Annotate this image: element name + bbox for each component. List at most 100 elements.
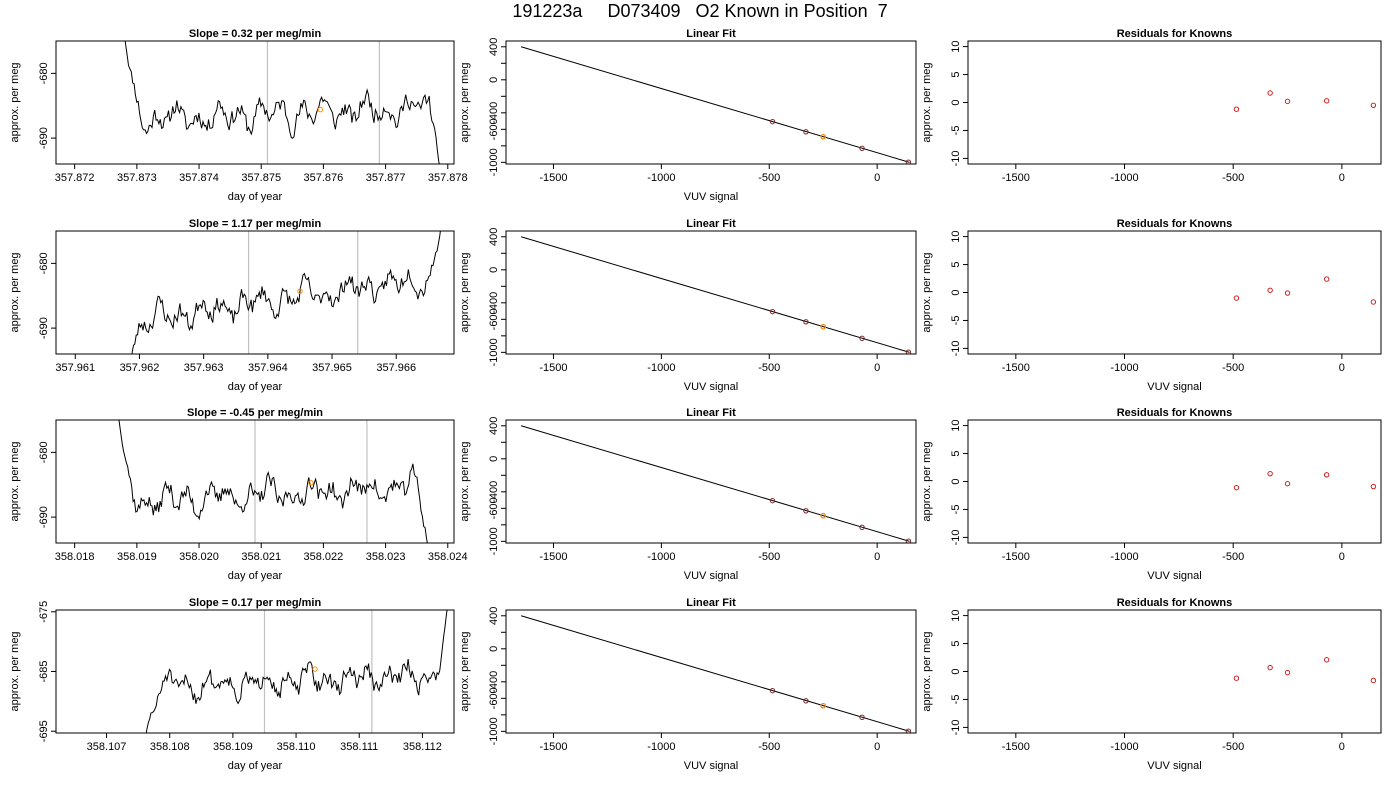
y-tick-label: 10 xyxy=(950,230,962,242)
data-point xyxy=(1233,295,1240,301)
x-tick-label: -1000 xyxy=(1110,741,1138,753)
y-tick-label: -680 xyxy=(38,62,50,84)
x-tick-label: -1500 xyxy=(539,551,567,563)
panel-1-1: Slope = 0.32 per meg/min 357.872 357.873 35… xyxy=(9,28,468,203)
data-point xyxy=(859,145,865,152)
panel-1-3: Residuals for Knowns -1500 -1000 -500 0 -10 -5… xyxy=(921,28,1382,184)
panel-title: Linear Fit xyxy=(686,597,736,609)
x-tick-label: -1500 xyxy=(1002,172,1030,184)
data-point xyxy=(1233,675,1240,681)
y-tick-label: 0 xyxy=(488,267,500,273)
y-tick-label: 0 xyxy=(488,77,500,83)
page-title: 191223a D073409 O2 Known in Position 7 xyxy=(512,1,888,21)
x-tick-label: -1500 xyxy=(539,362,567,374)
plot-frame xyxy=(505,609,917,734)
highlight-point xyxy=(312,666,318,672)
data-point xyxy=(1370,102,1377,108)
y-tick-label: 400 xyxy=(488,417,500,435)
x-axis-label: VUV signal xyxy=(1147,570,1201,582)
x-tick-label: -500 xyxy=(758,741,780,753)
data-point xyxy=(1370,299,1377,305)
data-point xyxy=(1267,287,1273,293)
panel-title: Residuals for Knowns xyxy=(1117,218,1233,230)
x-tick-label: 0 xyxy=(1339,172,1345,184)
data-point xyxy=(803,508,809,514)
x-tick-label: -1500 xyxy=(1002,741,1030,753)
data-point xyxy=(859,335,865,342)
data-point xyxy=(905,159,912,164)
panel-1-2: Linear Fit -1500 -1000 -500 0 -1000 -600-400 0 4… xyxy=(459,28,917,203)
highlight-point xyxy=(297,288,303,294)
x-tick-label: 0 xyxy=(1339,551,1345,563)
plot-frame xyxy=(55,230,455,355)
x-axis-label: day of year xyxy=(228,760,283,772)
x-tick-label: -1000 xyxy=(1110,551,1138,563)
x-tick-label: 358.020 xyxy=(179,551,219,563)
plot-frame xyxy=(967,419,1382,544)
x-tick-label: 357.872 xyxy=(55,172,95,184)
y-tick-label: 400 xyxy=(488,228,500,246)
y-axis-label: approx. per meg xyxy=(459,252,471,332)
data-point xyxy=(769,118,776,125)
x-tick-label: 358.021 xyxy=(241,551,281,563)
y-axis-label: approx. per meg xyxy=(921,252,933,332)
y-tick-label: -10 xyxy=(950,529,962,545)
x-tick-label: -500 xyxy=(1222,172,1244,184)
x-tick-label: 357.878 xyxy=(428,172,468,184)
x-axis-label: VUV signal xyxy=(684,570,738,582)
plot-area xyxy=(118,420,428,543)
y-tick-label: -10 xyxy=(950,150,962,166)
x-tick-label: 357.966 xyxy=(376,362,416,374)
data-point xyxy=(859,524,865,531)
y-tick-label: -600 xyxy=(488,118,500,140)
x-tick-label: 358.110 xyxy=(277,741,316,753)
highlight-point xyxy=(317,106,323,113)
x-tick-label: 358.112 xyxy=(403,741,442,753)
plot-area xyxy=(1233,657,1377,684)
x-tick-label: -500 xyxy=(758,551,780,563)
x-tick-label: -1500 xyxy=(539,741,567,753)
y-tick-label: -1000 xyxy=(488,148,500,176)
y-tick-label: -5 xyxy=(950,695,962,705)
y-tick-label: -400 xyxy=(488,102,500,124)
y-tick-label: -400 xyxy=(488,292,500,314)
panel-3-3: Residuals for Knowns -1500 -1000 -500 0 -10 -5… xyxy=(921,407,1382,582)
plot-area xyxy=(145,610,448,733)
plot-frame xyxy=(505,419,917,544)
y-tick-label: 400 xyxy=(488,38,500,56)
x-tick-label: 358.022 xyxy=(304,551,344,563)
fit-line xyxy=(520,615,910,732)
fit-line xyxy=(520,46,910,163)
signal-trace xyxy=(118,420,428,543)
x-tick-label: 358.018 xyxy=(55,551,95,563)
x-tick-label: 358.107 xyxy=(87,741,127,753)
y-tick-label: -5 xyxy=(950,126,962,136)
data-point xyxy=(1267,90,1273,96)
panel-3-2: Linear Fit -1500 -1000 -500 0 -1000 -600-400 0 4… xyxy=(459,407,917,582)
y-axis-label: approx. per meg xyxy=(9,252,21,332)
data-point xyxy=(1284,669,1291,676)
x-tick-label: -1000 xyxy=(647,362,675,374)
x-tick-label: 0 xyxy=(874,362,880,374)
plot-area xyxy=(520,236,912,354)
y-tick-label: 0 xyxy=(488,456,500,462)
plot-area xyxy=(1233,90,1377,112)
x-axis-label: day of year xyxy=(228,570,283,582)
y-tick-label: -690 xyxy=(38,317,50,339)
y-tick-label: -5 xyxy=(950,505,962,515)
x-tick-label: 0 xyxy=(1339,362,1345,374)
data-point xyxy=(1370,677,1377,684)
plot-frame xyxy=(55,40,455,165)
y-axis-label: approx. per meg xyxy=(921,631,933,711)
data-point xyxy=(1284,98,1291,105)
panel-4-3: Residuals for Knowns -1500 -1000 -500 0 -10 -5… xyxy=(921,597,1382,772)
y-axis-label: approx. per meg xyxy=(459,62,471,142)
x-tick-label: -1000 xyxy=(1110,172,1138,184)
data-point xyxy=(803,698,809,704)
y-axis-label: approx. per meg xyxy=(9,441,21,521)
x-tick-label: 357.964 xyxy=(248,362,288,374)
x-tick-label: 357.876 xyxy=(304,172,344,184)
y-tick-label: -675 xyxy=(38,601,50,623)
y-tick-label: -1000 xyxy=(488,338,500,366)
y-tick-label: -600 xyxy=(488,497,500,519)
